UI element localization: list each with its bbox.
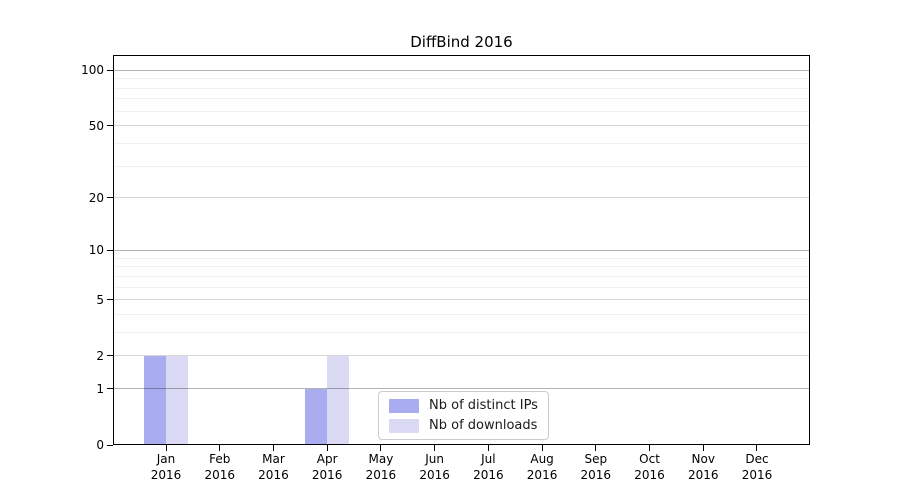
legend-label-downloads: Nb of downloads	[429, 418, 538, 433]
legend-swatch-distinct-ips	[389, 398, 419, 413]
legend-item-distinct-ips: Nb of distinct IPs	[389, 398, 538, 413]
y-axis-tick-label: 20	[88, 190, 104, 205]
x-axis-tick	[541, 445, 543, 451]
x-axis-tick-label: Mar 2016	[258, 452, 289, 482]
legend-label-distinct-ips: Nb of distinct IPs	[429, 398, 538, 413]
y-axis-tick	[107, 355, 113, 357]
gridline-minor	[114, 313, 809, 315]
x-axis-tick-label: Oct 2016	[634, 452, 665, 482]
x-axis-tick-label: Apr 2016	[311, 452, 343, 482]
x-axis-tick	[219, 445, 221, 451]
y-axis-tick	[107, 197, 113, 199]
x-axis-tick-label: Dec 2016	[741, 452, 773, 482]
x-axis-tick	[380, 445, 382, 451]
x-axis-tick-label: Jul 2016	[473, 452, 504, 482]
gridline-labeled	[114, 125, 809, 127]
bar-distinct-ips	[305, 388, 328, 444]
gridline-minor	[114, 257, 809, 259]
y-axis-tick-label: 5	[96, 292, 104, 307]
gridline-minor	[114, 78, 809, 80]
x-axis-tick-label: Nov 2016	[687, 452, 719, 482]
y-axis-tick-label: 10	[88, 243, 104, 258]
gridline-minor	[114, 98, 809, 100]
gridline-decade	[114, 388, 809, 390]
gridline-minor	[114, 143, 809, 145]
x-axis-tick-label: Jan 2016	[150, 452, 182, 482]
x-axis-tick	[756, 445, 758, 451]
y-axis-tick	[107, 299, 113, 301]
y-axis-tick-label: 50	[88, 118, 104, 133]
x-axis-tick	[165, 445, 167, 451]
gridline-minor	[114, 286, 809, 288]
gridline-minor	[114, 87, 809, 89]
x-axis-tick-label: Jun 2016	[419, 452, 450, 482]
gridline-labeled	[114, 355, 809, 357]
y-axis-tick	[107, 125, 113, 127]
x-axis-tick	[326, 445, 328, 451]
gridline-minor	[114, 165, 809, 167]
x-axis-tick-label: Aug 2016	[526, 452, 558, 482]
y-axis-tick-label: 0	[96, 438, 104, 452]
x-axis-tick-label: May 2016	[365, 452, 397, 482]
gridline-minor	[114, 331, 809, 333]
y-axis-tick-label: 2	[96, 348, 104, 363]
legend-item-downloads: Nb of downloads	[389, 418, 538, 433]
x-axis-tick	[595, 445, 597, 451]
bar-downloads	[166, 355, 188, 444]
y-axis-tick-label: 1	[96, 381, 104, 396]
legend: Nb of distinct IPs Nb of downloads	[378, 391, 549, 440]
legend-swatch-downloads	[389, 418, 419, 433]
bar-distinct-ips	[144, 355, 166, 444]
gridline-decade	[114, 69, 809, 71]
x-axis-tick	[487, 445, 489, 451]
gridline-minor	[114, 110, 809, 112]
gridline-labeled	[114, 197, 809, 199]
bar-downloads	[327, 355, 350, 444]
y-axis-tick-label: 100	[81, 63, 104, 78]
x-axis-tick	[272, 445, 274, 451]
y-axis-tick	[107, 69, 113, 71]
x-axis-tick-label: Sep 2016	[580, 452, 612, 482]
gridline-minor	[114, 266, 809, 268]
gridline-decade	[114, 249, 809, 251]
y-axis-tick	[107, 444, 113, 446]
x-axis-tick-label: Feb 2016	[204, 452, 235, 482]
chart-title: DiffBind 2016	[410, 33, 513, 51]
x-axis-tick	[434, 445, 436, 451]
y-axis-tick	[107, 249, 113, 251]
gridline-labeled	[114, 299, 809, 301]
y-axis-tick	[107, 388, 113, 390]
x-axis-tick	[702, 445, 704, 451]
x-axis-tick	[649, 445, 651, 451]
gridline-minor	[114, 275, 809, 277]
